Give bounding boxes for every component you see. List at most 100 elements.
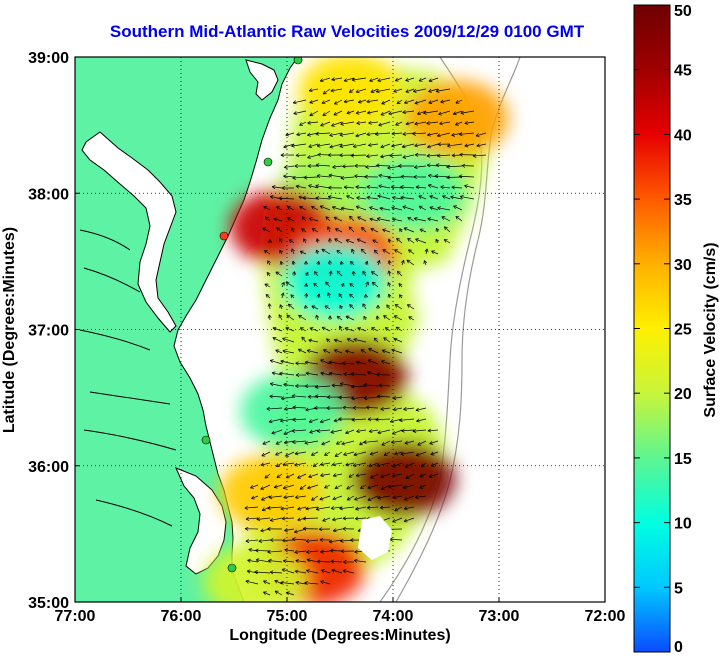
velocity-vector-head bbox=[423, 110, 427, 115]
velocity-vector bbox=[381, 360, 391, 365]
velocity-vector bbox=[361, 227, 367, 233]
velocity-vector bbox=[301, 228, 307, 233]
velocity-vector-head bbox=[360, 248, 365, 253]
velocity-vector-head bbox=[261, 452, 266, 457]
velocity-vector-head bbox=[452, 111, 457, 116]
velocity-vector-head bbox=[334, 238, 339, 242]
velocity-vector bbox=[407, 304, 415, 310]
velocity-vector bbox=[305, 372, 319, 376]
velocity-vector bbox=[375, 132, 391, 135]
velocity-vector-head bbox=[380, 486, 385, 490]
velocity-vector-head bbox=[408, 316, 413, 320]
velocity-vector bbox=[429, 206, 439, 211]
velocity-vector-head bbox=[405, 89, 410, 93]
velocity-vector bbox=[389, 538, 403, 541]
velocity-vector-head bbox=[412, 131, 416, 136]
velocity-vector-head bbox=[340, 282, 345, 287]
velocity-vector bbox=[393, 407, 403, 411]
velocity-vector-head bbox=[250, 484, 254, 489]
velocity-vector-head bbox=[283, 431, 288, 435]
velocity-vector-head bbox=[348, 226, 353, 231]
velocity-vector-head bbox=[402, 154, 407, 159]
velocity-vector bbox=[473, 154, 487, 157]
velocity-vector-head bbox=[399, 294, 403, 299]
velocity-vector-head bbox=[308, 338, 313, 343]
velocity-vector bbox=[282, 517, 295, 520]
velocity-vector-head bbox=[293, 111, 298, 116]
velocity-vector-head bbox=[475, 133, 480, 137]
velocity-vector-head bbox=[355, 89, 360, 94]
velocity-vector-head bbox=[297, 475, 301, 479]
velocity-vector-head bbox=[320, 122, 324, 127]
velocity-vector-head bbox=[405, 121, 410, 126]
velocity-vector-head bbox=[429, 206, 434, 211]
velocity-vector-head bbox=[458, 132, 463, 137]
velocity-vector bbox=[377, 495, 391, 499]
velocity-vector bbox=[391, 132, 403, 135]
velocity-vector bbox=[275, 462, 283, 467]
velocity-vector-head bbox=[355, 205, 360, 210]
velocity-vector-head bbox=[327, 260, 332, 264]
velocity-vector bbox=[446, 176, 463, 178]
velocity-vector-head bbox=[368, 463, 373, 468]
velocity-vector-head bbox=[436, 133, 441, 138]
velocity-vector bbox=[302, 216, 307, 222]
velocity-vector-head bbox=[312, 463, 317, 468]
velocity-vector-head bbox=[418, 195, 423, 199]
velocity-vector-head bbox=[412, 88, 417, 93]
velocity-vector bbox=[349, 293, 355, 299]
velocity-vector-head bbox=[313, 270, 318, 275]
velocity-vector-head bbox=[378, 173, 383, 178]
velocity-vector-head bbox=[275, 349, 280, 354]
velocity-vector bbox=[418, 77, 427, 82]
velocity-vector bbox=[414, 121, 427, 125]
velocity-vector-head bbox=[376, 394, 381, 399]
velocity-vector-head bbox=[275, 463, 280, 467]
velocity-vector-head bbox=[320, 371, 325, 376]
velocity-vector bbox=[414, 143, 427, 147]
velocity-vector-head bbox=[301, 216, 306, 221]
x-tick-label: 75:00 bbox=[267, 608, 308, 625]
velocity-vector bbox=[313, 271, 319, 277]
velocity-vector bbox=[299, 250, 307, 255]
velocity-vector bbox=[371, 281, 379, 288]
velocity-vector bbox=[394, 506, 403, 512]
velocity-vector bbox=[307, 484, 319, 489]
velocity-vector bbox=[295, 185, 307, 189]
velocity-vector-head bbox=[436, 153, 441, 158]
velocity-vector bbox=[350, 154, 367, 156]
velocity-vector-head bbox=[340, 206, 345, 211]
velocity-vector-head bbox=[330, 88, 335, 93]
velocity-vector-head bbox=[273, 484, 278, 489]
velocity-vector-head bbox=[387, 238, 392, 243]
velocity-vector-head bbox=[248, 548, 253, 552]
velocity-vector-head bbox=[279, 304, 284, 309]
velocity-vector bbox=[334, 484, 343, 489]
velocity-vector bbox=[262, 440, 271, 445]
velocity-vector bbox=[287, 206, 295, 211]
velocity-vector-head bbox=[333, 418, 338, 423]
velocity-vector-head bbox=[275, 441, 280, 445]
velocity-vector-head bbox=[387, 282, 392, 286]
radar-site-marker bbox=[201, 435, 211, 445]
velocity-vector-head bbox=[316, 559, 321, 564]
velocity-vector-head bbox=[386, 304, 391, 309]
velocity-vector-head bbox=[333, 338, 338, 343]
velocity-vector-head bbox=[319, 496, 324, 501]
velocity-vector bbox=[390, 418, 403, 423]
velocity-vector bbox=[273, 218, 283, 222]
velocity-vector bbox=[295, 495, 307, 498]
velocity-vector bbox=[392, 396, 403, 399]
velocity-vector-head bbox=[264, 474, 269, 479]
velocity-vector-head bbox=[398, 283, 403, 287]
velocity-vector bbox=[404, 495, 415, 501]
velocity-vector-head bbox=[299, 122, 304, 126]
velocity-vector-head bbox=[263, 591, 267, 596]
velocity-vector bbox=[355, 206, 367, 211]
velocity-vectors bbox=[244, 77, 487, 596]
velocity-vector-head bbox=[267, 549, 271, 554]
velocity-vector bbox=[326, 338, 331, 343]
velocity-vector bbox=[299, 206, 307, 211]
velocity-vector-head bbox=[292, 417, 297, 422]
velocity-vector bbox=[437, 132, 451, 137]
